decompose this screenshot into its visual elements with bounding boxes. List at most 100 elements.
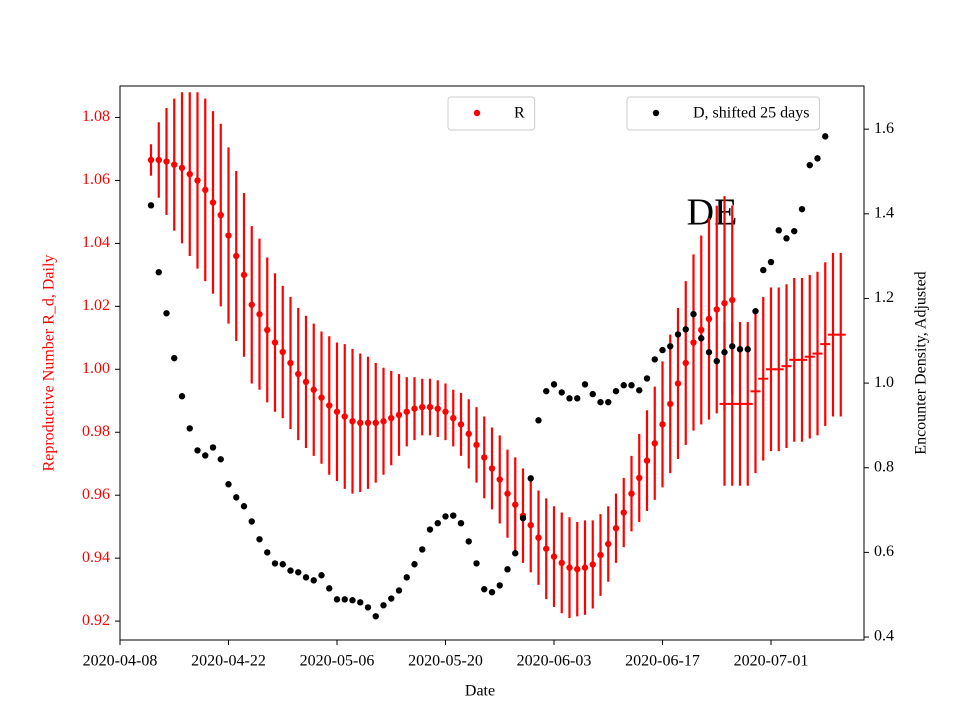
point <box>589 561 596 568</box>
x-tick-label: 2020-06-17 <box>625 653 700 670</box>
point <box>667 343 674 350</box>
x-tick-label: 2020-05-06 <box>300 653 375 670</box>
point <box>318 572 325 579</box>
point <box>760 266 767 274</box>
point <box>682 359 689 367</box>
point <box>775 227 782 234</box>
point <box>651 440 658 447</box>
point <box>543 387 550 395</box>
point <box>295 569 302 576</box>
point <box>186 170 193 178</box>
point <box>450 512 457 519</box>
y2-tick-label: 1.6 <box>874 120 894 137</box>
point <box>395 587 403 594</box>
point <box>209 199 217 206</box>
point <box>271 560 279 567</box>
point <box>465 430 472 438</box>
point <box>496 476 503 483</box>
point <box>357 419 364 427</box>
point <box>264 326 271 334</box>
point <box>713 306 720 313</box>
y-tick-label: 1.02 <box>82 297 110 314</box>
point <box>574 565 581 573</box>
legend-marker <box>652 109 660 117</box>
point <box>194 447 201 454</box>
point <box>512 550 519 557</box>
point <box>302 378 310 386</box>
point <box>527 521 534 529</box>
point <box>597 551 604 559</box>
point <box>442 513 449 520</box>
point <box>302 574 310 581</box>
point <box>566 564 573 571</box>
point <box>581 564 589 571</box>
legend-marker <box>473 109 481 117</box>
point <box>566 395 573 402</box>
point <box>442 408 449 415</box>
point <box>605 540 612 548</box>
point <box>403 408 410 415</box>
point <box>163 158 170 165</box>
point <box>426 403 434 411</box>
legend-label: D, shifted 25 days <box>693 105 809 122</box>
point <box>256 311 263 318</box>
y-tick-label: 1.06 <box>82 171 110 188</box>
point <box>364 604 372 611</box>
point <box>411 405 418 412</box>
x-tick-label: 2020-07-01 <box>734 653 809 670</box>
point <box>581 381 589 388</box>
point <box>713 357 720 365</box>
point <box>171 354 178 362</box>
x-axis-label: Date <box>465 683 495 700</box>
point <box>643 375 651 382</box>
point <box>659 346 666 354</box>
point <box>791 227 798 235</box>
point <box>287 567 294 574</box>
point <box>558 559 565 567</box>
y2-tick-label: 1.0 <box>874 374 894 391</box>
point <box>264 549 271 556</box>
point <box>550 553 558 560</box>
point <box>636 474 643 482</box>
point <box>357 599 364 606</box>
point <box>690 310 697 318</box>
point <box>233 252 240 260</box>
point <box>620 509 627 516</box>
point <box>186 425 193 432</box>
point <box>310 386 317 393</box>
point <box>605 398 612 406</box>
point <box>326 585 333 592</box>
y-tick-label: 0.94 <box>82 549 110 566</box>
annotation: DE <box>687 192 738 234</box>
point <box>225 481 232 488</box>
x-tick-label: 2020-05-20 <box>408 653 483 670</box>
point <box>202 452 209 459</box>
y-tick-label: 0.96 <box>82 486 110 503</box>
point <box>705 349 713 356</box>
point <box>434 405 441 412</box>
point <box>814 155 821 162</box>
plot-frame <box>119 85 865 641</box>
y-tick-label: 1.00 <box>82 360 110 377</box>
y-tick-label: 0.92 <box>82 612 110 629</box>
point <box>674 380 682 387</box>
point <box>736 346 744 353</box>
y-tick-label: 1.04 <box>82 234 110 251</box>
point <box>326 402 333 409</box>
point <box>349 597 356 604</box>
point <box>628 382 635 389</box>
y2-tick-label: 0.4 <box>874 628 894 645</box>
point <box>279 348 286 356</box>
point <box>240 271 248 279</box>
point <box>535 417 542 424</box>
point <box>388 595 395 602</box>
point <box>155 269 162 276</box>
point <box>465 538 472 545</box>
point <box>481 586 488 593</box>
point <box>698 335 705 342</box>
point <box>388 414 395 422</box>
point <box>783 235 790 242</box>
point <box>233 494 240 501</box>
point <box>705 315 713 323</box>
point <box>434 519 441 527</box>
